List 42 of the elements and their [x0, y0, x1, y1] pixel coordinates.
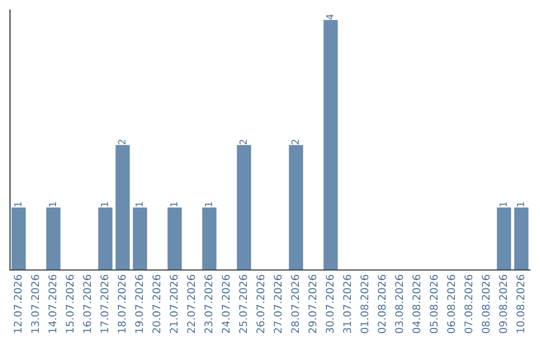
data-label: 1	[14, 202, 22, 206]
x-tick-label: 15.07.2026	[66, 274, 74, 333]
x-tick-label: 06.08.2026	[447, 274, 456, 334]
data-label: 4	[326, 14, 334, 20]
x-tick-label: 07.08.2026	[464, 274, 472, 334]
data-label: 1	[500, 202, 507, 206]
x-tick-label: 29.07.2026	[308, 274, 316, 334]
x-tick-label: 19.07.2026	[135, 274, 144, 333]
x-tick-label: 03.08.2026	[395, 274, 404, 334]
x-tick-label: 10.08.2026	[516, 274, 524, 333]
x-tick-label: 22.07.2026	[187, 274, 196, 334]
x-tick-label: 09.08.2026	[499, 274, 508, 334]
x-tick-label: 31.07.2026	[343, 274, 352, 334]
x-tick-label: 13.07.2026	[31, 274, 40, 333]
x-tick-label: 01.08.2026	[360, 274, 368, 334]
data-label: 2	[118, 140, 126, 144]
x-tick-label: 04.08.2026	[412, 274, 420, 334]
x-tick-label: 02.08.2026	[378, 274, 386, 334]
x-tick-label: 17.07.2026	[100, 274, 108, 333]
data-label: 1	[100, 202, 108, 206]
x-tick-label: 21.07.2026	[170, 274, 178, 334]
x-tick-label: 18.07.2026	[118, 274, 126, 333]
data-label: 2	[239, 140, 247, 144]
x-tick-label: 12.07.2026	[14, 274, 22, 333]
data-label: 1	[136, 202, 143, 206]
x-tick-label: 08.08.2026	[482, 274, 490, 334]
x-tick-label: 23.07.2026	[204, 274, 212, 334]
x-tick-label: 16.07.2026	[83, 274, 92, 333]
x-tick-label: 27.07.2026	[274, 274, 282, 334]
data-label: 1	[170, 202, 178, 206]
data-label: 1	[48, 202, 56, 206]
data-label: 2	[291, 140, 299, 144]
x-tick-label: 30.07.2026	[326, 274, 334, 334]
x-tick-label: 26.07.2026	[256, 274, 264, 334]
x-tick-label: 25.07.2026	[239, 274, 248, 334]
x-tick-label: 05.08.2026	[430, 274, 438, 334]
x-tick-label: 24.07.2026	[222, 274, 230, 334]
data-label: 1	[516, 202, 524, 206]
x-tick-label: 28.07.2026	[291, 274, 300, 334]
x-tick-label: 14.07.2026	[48, 274, 56, 333]
x-tick-label: 20.07.2026	[152, 274, 160, 334]
data-label: 1	[204, 202, 212, 206]
